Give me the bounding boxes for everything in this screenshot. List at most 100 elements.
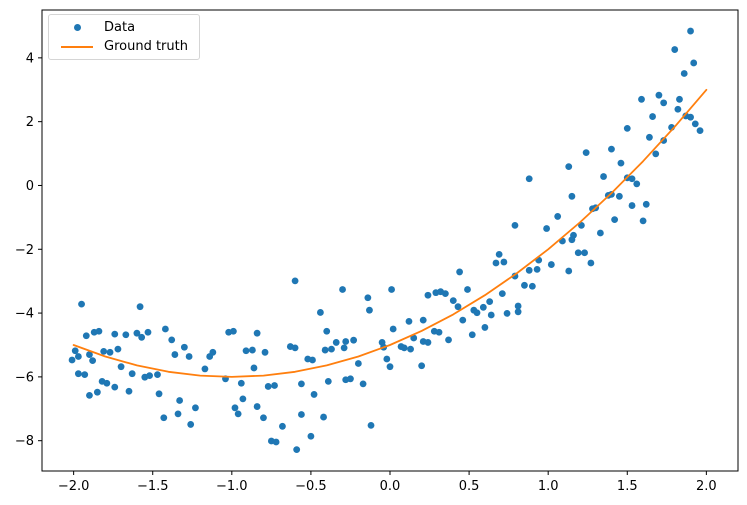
data-point: [407, 345, 414, 353]
y-tick-label: −2: [15, 243, 34, 258]
data-point: [674, 105, 682, 113]
data-point: [418, 362, 426, 370]
data-point: [441, 290, 449, 298]
data-point: [138, 333, 146, 341]
data-point: [389, 325, 397, 333]
data-point: [230, 327, 237, 335]
data-point: [359, 380, 367, 388]
axes-box: [41, 9, 739, 472]
data-point: [192, 404, 199, 412]
y-tick-label: 2: [26, 115, 34, 130]
data-point: [565, 163, 573, 171]
data-point: [310, 391, 318, 398]
data-point: [660, 99, 668, 107]
data-point: [111, 330, 119, 338]
data-point: [419, 316, 427, 324]
data-point: [125, 387, 133, 395]
y-tick-label: −6: [15, 370, 34, 385]
data-point: [514, 308, 522, 316]
x-tick-label: 0.5: [459, 479, 480, 494]
data-point: [271, 382, 278, 389]
legend-entry-ground-truth: Ground truth: [57, 39, 191, 56]
data-point: [554, 213, 562, 220]
data-point: [600, 173, 607, 180]
data-point: [628, 175, 636, 183]
x-tick-label: −1.0: [216, 479, 248, 494]
data-point: [473, 309, 481, 317]
data-point: [350, 336, 358, 344]
data-point: [81, 371, 89, 379]
data-point: [128, 370, 136, 378]
data-point: [691, 120, 699, 128]
data-point: [114, 345, 122, 353]
data-point: [503, 309, 511, 317]
data-point: [468, 331, 476, 339]
data-point: [587, 259, 595, 267]
data-point: [410, 334, 418, 342]
data-point: [323, 327, 331, 335]
data-point: [253, 329, 261, 337]
data-point: [611, 216, 619, 224]
x-tick-label: 0.0: [380, 479, 401, 494]
data-point: [339, 286, 346, 293]
data-point: [324, 377, 332, 385]
data-point: [146, 372, 153, 380]
data-point: [320, 413, 327, 421]
data-point: [364, 294, 372, 302]
data-point: [400, 344, 408, 352]
data-point: [291, 344, 299, 352]
legend-entry-data: Data: [57, 19, 191, 36]
data-point: [492, 259, 500, 267]
data-point: [293, 446, 301, 454]
data-point: [547, 261, 555, 268]
data-point: [122, 331, 130, 339]
data-point: [456, 268, 463, 276]
data-point: [161, 325, 169, 333]
data-point: [424, 291, 432, 299]
data-point: [201, 365, 209, 373]
data-point: [495, 250, 503, 258]
data-point: [74, 353, 82, 360]
y-tick-label: −8: [15, 434, 34, 449]
data-point: [155, 390, 163, 398]
data-point: [209, 348, 217, 356]
data-point: [82, 332, 90, 340]
data-point: [652, 150, 660, 158]
data-point: [298, 411, 305, 418]
data-point: [237, 379, 245, 387]
data-point: [272, 438, 280, 446]
data-point: [486, 298, 494, 305]
data-point: [168, 336, 176, 344]
data-point: [690, 59, 698, 67]
x-tick-label: 1.0: [538, 479, 559, 494]
data-point: [340, 344, 348, 352]
data-point: [291, 277, 299, 285]
data-point: [367, 421, 375, 429]
data-point: [638, 95, 645, 103]
data-point: [481, 324, 489, 331]
legend-swatch: [57, 45, 97, 48]
data-point: [615, 192, 623, 200]
data-point: [424, 339, 432, 346]
data-point: [136, 303, 144, 311]
data-point: [93, 388, 101, 396]
data-point: [144, 328, 152, 336]
data-point: [111, 383, 119, 391]
x-tick-label: −1.5: [137, 479, 169, 494]
y-tick-label: −4: [15, 307, 34, 322]
data-point: [298, 380, 305, 388]
data-point: [528, 282, 536, 290]
legend-swatch: [57, 23, 97, 31]
data-point: [95, 327, 103, 335]
y-tick-label: 0: [26, 179, 34, 194]
data-point: [264, 383, 272, 390]
data-point: [454, 303, 462, 311]
data-point: [565, 267, 573, 275]
data-point: [180, 343, 188, 351]
y-tick-label: 4: [26, 51, 34, 66]
legend: Data Ground truth: [48, 14, 200, 60]
data-point: [68, 356, 76, 364]
data-point: [248, 346, 256, 354]
data-point: [86, 391, 93, 399]
